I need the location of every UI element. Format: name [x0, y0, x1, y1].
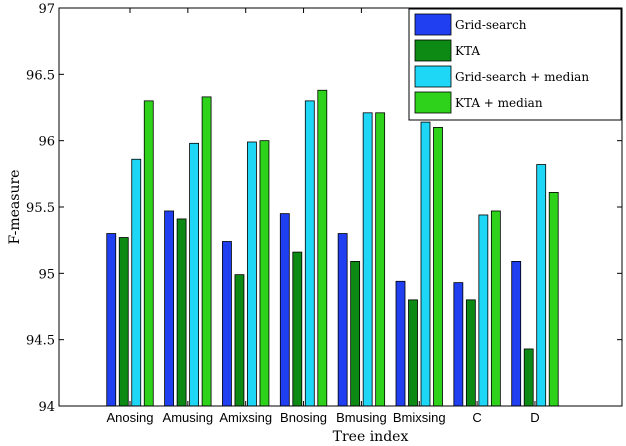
x-tick-label: Amusing: [163, 410, 214, 425]
x-tick-label: Bnosing: [280, 410, 327, 425]
y-tick-label: 94.5: [26, 334, 55, 349]
bar: [478, 214, 489, 407]
bar: [189, 142, 200, 407]
x-tick-label: Anosing: [107, 410, 154, 425]
bar: [304, 100, 315, 407]
bar: [292, 251, 303, 407]
bar: [201, 96, 212, 407]
bar: [143, 100, 154, 407]
bar: [317, 89, 328, 407]
bar: [395, 280, 406, 407]
bar: [279, 213, 290, 407]
bar: [408, 299, 418, 407]
x-axis-title: Tree index: [333, 429, 409, 445]
legend-label: Grid-search + median: [455, 70, 589, 84]
legend-label: Grid-search: [455, 18, 527, 32]
bar: [337, 233, 348, 407]
bar: [234, 274, 245, 407]
bar: [490, 210, 501, 407]
y-tick-label: 95.5: [26, 201, 55, 216]
bar: [420, 121, 431, 407]
x-tick-label: C: [472, 410, 481, 425]
bar: [131, 158, 142, 407]
legend: Grid-search KTA Grid-search + median KTA + …: [408, 8, 622, 121]
bar: [164, 210, 175, 407]
bar: [548, 192, 559, 407]
bar: [247, 141, 257, 407]
legend-label: KTA: [455, 44, 480, 58]
y-tick-label: 95: [38, 267, 55, 282]
y-axis: 94 94.5 95 95.5 96 96.5 97: [26, 2, 622, 415]
legend-label: KTA + median: [455, 96, 543, 110]
bar: [362, 112, 373, 407]
bar: [523, 348, 534, 407]
legend-swatch: [414, 39, 452, 62]
legend-swatch: [414, 65, 452, 88]
x-tick-label: Amixsing: [219, 410, 272, 425]
bar: [511, 260, 522, 407]
x-tick-label: Bmusing: [336, 410, 387, 425]
bar: [176, 218, 187, 407]
bar: [536, 164, 547, 407]
bar: [118, 237, 129, 407]
bar: [465, 299, 476, 407]
x-tick-label: Bmixsing: [393, 410, 446, 425]
y-tick-label: 96.5: [26, 68, 55, 83]
bar: [453, 282, 464, 407]
legend-swatch: [414, 91, 452, 114]
x-axis: Anosing Amusing Amixsing Bnosing Bmusing Bmix…: [107, 8, 540, 425]
y-tick-label: 96: [38, 135, 55, 150]
bar: [433, 127, 443, 407]
x-tick-label: D: [530, 410, 539, 425]
bar: [350, 260, 361, 407]
bar: [375, 112, 386, 407]
bar: [259, 140, 270, 407]
legend-swatch: [414, 13, 452, 36]
y-tick-label: 94: [38, 400, 55, 415]
y-tick-label: 97: [38, 2, 55, 17]
y-axis-title: F-measure: [7, 170, 23, 245]
bar: [222, 241, 232, 407]
bar: [106, 233, 117, 407]
